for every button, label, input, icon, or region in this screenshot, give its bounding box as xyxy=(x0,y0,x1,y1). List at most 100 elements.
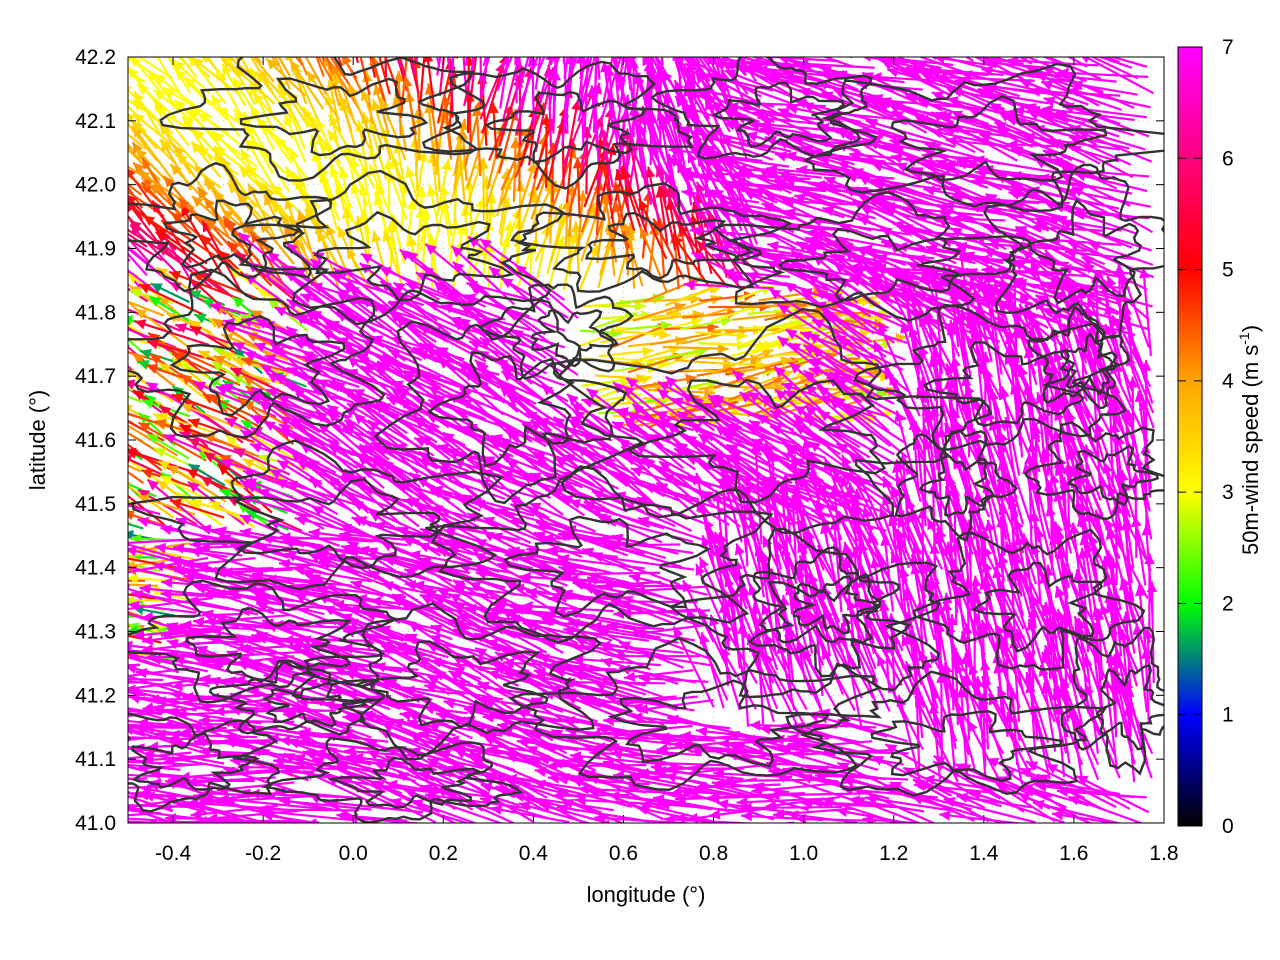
vector-head xyxy=(258,10,269,22)
vector-shaft xyxy=(128,727,213,757)
vector-head xyxy=(62,673,73,683)
vector-head xyxy=(517,34,527,46)
vector-head xyxy=(90,95,100,107)
vector-shaft xyxy=(128,656,158,668)
vector-head xyxy=(149,296,162,307)
wind-vector xyxy=(150,282,190,304)
vector-head xyxy=(141,182,153,194)
wind-vector xyxy=(219,57,229,67)
vector-head xyxy=(314,27,324,39)
vector-shaft xyxy=(190,271,261,301)
wind-vector xyxy=(128,170,133,180)
vector-head xyxy=(142,157,153,170)
vector-head xyxy=(105,478,117,489)
vector-shaft xyxy=(321,57,327,65)
vector-shaft xyxy=(128,133,147,150)
vector-head xyxy=(171,393,184,404)
vector-shaft xyxy=(128,237,164,262)
vector-head xyxy=(142,722,154,733)
vector-shaft xyxy=(371,57,375,63)
wind-vector xyxy=(130,119,175,163)
vector-head xyxy=(441,14,451,26)
vector-head xyxy=(219,250,231,262)
wind-vector xyxy=(128,300,165,317)
vector-shaft xyxy=(482,57,488,67)
vector-head xyxy=(98,601,109,611)
vector-head xyxy=(38,692,50,702)
vector-head xyxy=(41,798,53,808)
wind-vector xyxy=(169,498,225,519)
wind-vector xyxy=(287,57,294,64)
vector-head xyxy=(135,148,147,161)
vector-head xyxy=(128,447,137,458)
vector-head xyxy=(97,645,108,655)
vector-head xyxy=(146,382,159,393)
vector-shaft xyxy=(189,548,261,572)
vector-head xyxy=(149,769,161,780)
vector-head xyxy=(147,434,160,444)
vector-shaft xyxy=(183,556,256,567)
vector-head xyxy=(86,262,98,272)
vector-head xyxy=(140,784,153,795)
vector-shaft xyxy=(128,428,130,431)
vector-shaft xyxy=(221,57,240,78)
vector-head xyxy=(384,8,394,20)
wind-vector xyxy=(128,781,131,785)
vector-head xyxy=(83,718,94,728)
vector-head xyxy=(161,577,173,588)
wind-vector xyxy=(159,475,207,500)
vector-head xyxy=(467,0,477,5)
vector-shaft xyxy=(415,57,419,63)
vector-shaft xyxy=(86,66,126,104)
vector-head xyxy=(139,21,150,33)
vector-head xyxy=(171,212,184,224)
vector-shaft xyxy=(128,424,179,457)
vector-head xyxy=(31,776,43,786)
vector-shaft xyxy=(82,467,126,483)
vector-head xyxy=(396,0,406,8)
vector-head xyxy=(174,565,186,577)
vector-head xyxy=(128,315,134,326)
vector-head xyxy=(187,108,199,121)
wind-vector xyxy=(128,504,161,516)
vector-head xyxy=(74,198,86,208)
vector-shaft xyxy=(128,729,146,737)
vector-head xyxy=(74,393,86,403)
wind-vector xyxy=(128,364,142,378)
vector-shaft xyxy=(128,69,146,84)
vector-head xyxy=(64,371,76,381)
wind-vector xyxy=(177,197,223,247)
vector-head xyxy=(233,31,244,43)
vector-head xyxy=(105,515,117,525)
wind-vector xyxy=(186,776,276,788)
vector-shaft xyxy=(562,57,565,64)
vector-shaft xyxy=(128,593,158,601)
wind-vector xyxy=(128,654,180,674)
vector-shaft xyxy=(239,57,263,95)
vector-head xyxy=(74,789,86,799)
wind-vector xyxy=(255,57,262,64)
vector-shaft xyxy=(128,541,130,545)
vector-shaft xyxy=(128,603,197,614)
vector-head xyxy=(174,99,186,112)
vector-head xyxy=(95,158,107,169)
vector-head xyxy=(240,420,253,431)
vector-shaft xyxy=(465,57,469,66)
vector-head xyxy=(189,547,202,558)
vector-head xyxy=(128,145,133,152)
vector-head xyxy=(314,0,324,5)
vector-head xyxy=(217,464,230,476)
wind-vector xyxy=(62,673,164,683)
wind-vector xyxy=(152,57,181,94)
vector-head xyxy=(128,419,129,421)
vector-shaft xyxy=(305,821,329,823)
vector-head xyxy=(504,40,514,51)
vector-head xyxy=(70,775,81,785)
wind-vector xyxy=(196,146,240,176)
vector-head xyxy=(154,448,167,458)
vector-head xyxy=(222,63,232,76)
vector-head xyxy=(70,788,81,798)
vector-head xyxy=(128,379,136,390)
vector-head xyxy=(42,746,53,756)
